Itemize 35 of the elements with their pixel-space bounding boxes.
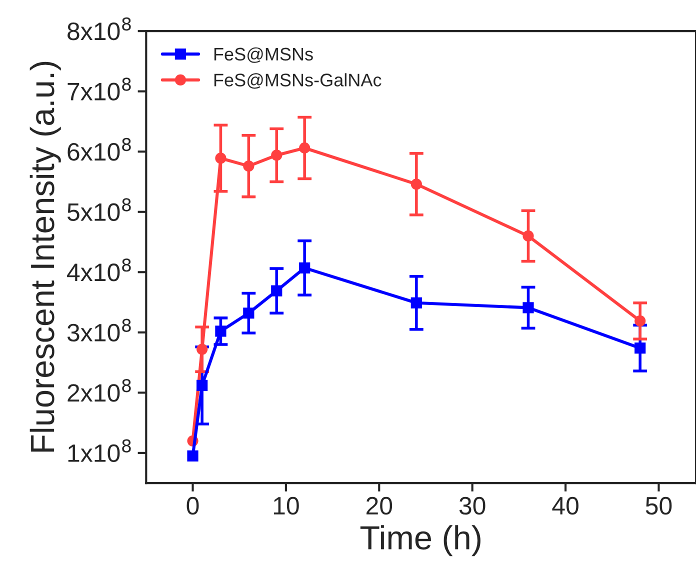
point [196, 380, 208, 391]
point [299, 262, 310, 274]
y-tick-label: 7x10$^{8}$ [68, 78, 131, 100]
x-tick-label: 10 [274, 496, 299, 515]
point [187, 450, 198, 462]
x-tick-label: 40 [552, 496, 578, 515]
point [271, 285, 282, 296]
y-tick-label: 3x10$^{8}$ [67, 318, 131, 342]
point [215, 326, 226, 337]
y-tick-label: 1x10$^{8}$ [68, 439, 131, 462]
y-tick-label: 6x10$^{8}$ [68, 138, 131, 161]
x-tick-label: 50 [646, 496, 672, 515]
point [634, 342, 646, 354]
y-tick-label: 2x10$^{8}$ [68, 378, 131, 402]
point [243, 308, 254, 319]
x-tick-label: 30 [459, 496, 486, 515]
point [634, 315, 646, 327]
point [522, 230, 534, 242]
point [243, 160, 254, 172]
point [410, 178, 422, 190]
x-tick-label: 20 [366, 496, 392, 515]
point [196, 344, 208, 355]
y-tick-label: 4x10$^{8}$ [67, 258, 131, 282]
point [522, 302, 534, 314]
point [299, 142, 310, 154]
x-tick-label: 0 [186, 496, 199, 515]
y-tick-label: 5x10$^{8}$ [67, 198, 131, 221]
point [410, 297, 422, 308]
x-axis-title: Time (h) [360, 525, 480, 556]
legend-label: FeS@MSNs-GalNAc [214, 73, 382, 89]
y-axis-title: Fluorescent Intensity (a.u.) [30, 62, 61, 452]
legend-label: FeS@MSNs [214, 47, 313, 63]
point [271, 150, 282, 161]
y-tick-label: 8x10$^{8}$ [68, 17, 131, 40]
point [215, 152, 226, 164]
